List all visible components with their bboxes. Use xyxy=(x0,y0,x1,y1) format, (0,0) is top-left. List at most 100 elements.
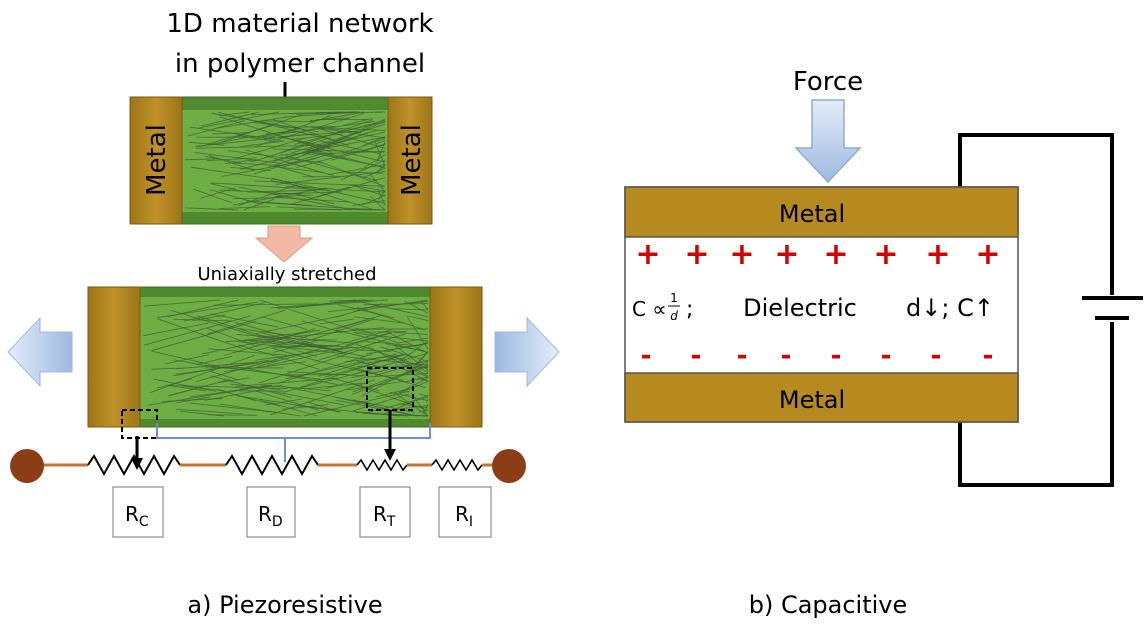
nanowire xyxy=(273,131,369,167)
nanowire xyxy=(367,346,429,378)
plus-charge: + xyxy=(635,237,660,272)
minus-charge: - xyxy=(831,341,842,371)
minus-charge: - xyxy=(641,341,652,371)
nanowire xyxy=(311,125,386,149)
nanowire xyxy=(230,166,271,172)
nanowire xyxy=(260,299,356,331)
nanowire xyxy=(357,365,429,368)
force-label: Force xyxy=(793,67,863,97)
nanowire xyxy=(201,111,260,127)
nanowire xyxy=(332,396,418,417)
nanowire xyxy=(238,395,341,413)
nanowire xyxy=(290,123,386,154)
nanowire xyxy=(240,145,332,170)
nanowire xyxy=(356,349,392,353)
nanowire xyxy=(407,315,429,322)
nanowire xyxy=(345,137,386,153)
nanowire xyxy=(183,302,266,322)
nanowire xyxy=(354,185,386,192)
nanowire xyxy=(199,111,279,129)
nanowire xyxy=(319,140,380,154)
minus-charge: - xyxy=(781,341,792,371)
nanowire xyxy=(366,342,429,355)
nanowire xyxy=(403,376,429,383)
plus-charge: + xyxy=(873,237,898,272)
rt-label: RT xyxy=(373,502,396,530)
nanowire xyxy=(317,361,364,377)
nanowire xyxy=(355,332,429,342)
nanowire xyxy=(370,195,386,211)
nanowire xyxy=(270,299,374,309)
nanowire xyxy=(422,404,429,415)
resistor-rc-symbol xyxy=(87,453,181,477)
bottom-metal-label: Metal xyxy=(779,386,845,414)
nanowire xyxy=(284,180,386,204)
nanowire xyxy=(209,189,262,205)
nanowire xyxy=(254,180,358,186)
nanowire xyxy=(302,320,343,333)
nanowire xyxy=(335,399,417,417)
nanowire xyxy=(315,111,360,114)
nanowire xyxy=(277,126,336,128)
metal-right-label: Metal xyxy=(397,124,427,196)
nanowire xyxy=(324,354,404,378)
nanowire xyxy=(343,117,373,126)
nanowire xyxy=(337,304,395,319)
nanowire xyxy=(311,150,350,161)
nanowire xyxy=(231,365,338,385)
nanowire xyxy=(151,350,221,368)
resistor-rt-symbol xyxy=(356,458,408,472)
nanowire xyxy=(276,197,349,203)
rd-label: RD xyxy=(258,502,283,530)
nanowire xyxy=(225,337,291,343)
nanowire xyxy=(351,361,423,379)
nanowire xyxy=(176,361,259,370)
panel-a-caption: a) Piezoresistive xyxy=(187,591,382,619)
nanowire xyxy=(300,318,375,344)
nanowire xyxy=(157,301,258,318)
nanowire xyxy=(277,353,373,384)
nanowire xyxy=(170,309,277,343)
nanowire xyxy=(185,207,238,211)
nanowire xyxy=(314,333,406,362)
nanowire xyxy=(356,360,386,369)
nanowire xyxy=(270,390,344,406)
nanowire xyxy=(358,143,386,154)
stretch-arrow xyxy=(254,225,314,263)
tube-callout-box xyxy=(366,367,414,411)
stretched-metal-left xyxy=(87,286,141,428)
minus-charge: - xyxy=(983,341,994,371)
nanowire xyxy=(285,185,386,193)
nanowire xyxy=(377,164,386,173)
nanowire xyxy=(153,378,217,392)
nanowire xyxy=(325,378,363,390)
nanowire xyxy=(303,382,363,390)
nanowire xyxy=(354,299,429,312)
nanowire xyxy=(401,340,429,360)
relation-label: d↓; C↑ xyxy=(906,294,994,322)
nanowire xyxy=(320,318,354,325)
nanowire xyxy=(346,380,404,391)
formula-numerator: 1 xyxy=(670,291,678,305)
minus-charge: - xyxy=(691,341,702,371)
nanowire xyxy=(353,299,429,318)
nanowire xyxy=(405,351,429,375)
metal-electrode-left xyxy=(129,96,183,225)
nanowire xyxy=(200,187,236,199)
nanowire xyxy=(219,403,301,417)
nanowire xyxy=(259,399,318,417)
nanowire xyxy=(377,190,386,206)
nanowire xyxy=(362,136,386,147)
minus-charge: - xyxy=(737,341,748,371)
nanowire xyxy=(170,385,207,392)
nanowire xyxy=(418,410,429,413)
nanowire xyxy=(265,130,299,135)
circuit-wire-top xyxy=(958,133,1114,295)
formula-suffix: ; xyxy=(686,297,693,322)
nanowire xyxy=(210,182,243,192)
nanowire xyxy=(362,167,386,179)
nanowire xyxy=(214,116,288,129)
nanowire xyxy=(356,306,426,331)
nanowire xyxy=(345,331,392,346)
